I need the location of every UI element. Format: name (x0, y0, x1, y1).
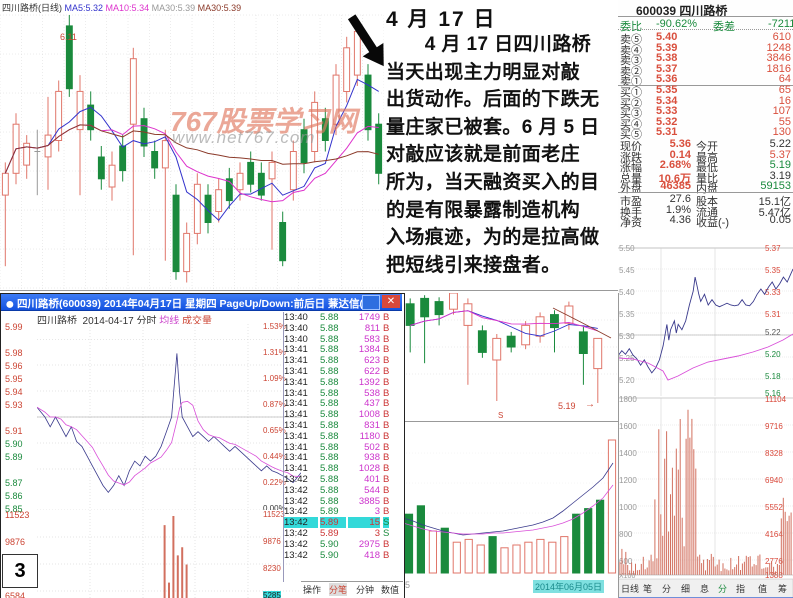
svg-text:1600: 1600 (619, 422, 637, 431)
svg-text:5.20: 5.20 (765, 350, 781, 359)
svg-text:笔: 笔 (643, 583, 652, 594)
svg-text:1800: 1800 (619, 395, 637, 404)
svg-text:5.20: 5.20 (619, 376, 635, 385)
svg-text:指: 指 (736, 583, 745, 594)
svg-text:11104: 11104 (765, 395, 787, 404)
svg-text:1400: 1400 (619, 449, 637, 458)
svg-text:5.30: 5.30 (619, 332, 635, 341)
svg-text:筹: 筹 (778, 583, 787, 594)
svg-text:5552: 5552 (765, 503, 783, 512)
svg-text:5.35: 5.35 (619, 310, 635, 319)
svg-text:5.45: 5.45 (619, 266, 635, 275)
svg-text:息: 息 (700, 583, 709, 594)
svg-text:6940: 6940 (765, 476, 783, 485)
svg-text:日线: 日线 (621, 583, 639, 594)
svg-text:5.18: 5.18 (765, 372, 781, 381)
svg-text:值: 值 (758, 583, 767, 594)
svg-text:5.40: 5.40 (619, 288, 635, 297)
svg-text:分: 分 (718, 584, 727, 594)
svg-text:800: 800 (619, 530, 633, 539)
svg-text:5.22: 5.22 (765, 328, 781, 337)
svg-text:5.31: 5.31 (765, 310, 781, 319)
svg-text:5.50: 5.50 (619, 244, 635, 253)
svg-text:4164: 4164 (765, 530, 783, 539)
svg-text:2776: 2776 (765, 557, 783, 566)
svg-text:1000: 1000 (619, 503, 637, 512)
svg-text:8328: 8328 (765, 449, 783, 458)
svg-text:分: 分 (662, 584, 671, 594)
svg-text:5.37: 5.37 (765, 244, 781, 253)
svg-text:9716: 9716 (765, 422, 783, 431)
svg-text:5.35: 5.35 (765, 266, 781, 275)
svg-text:1200: 1200 (619, 476, 637, 485)
svg-text:细: 细 (681, 583, 690, 594)
